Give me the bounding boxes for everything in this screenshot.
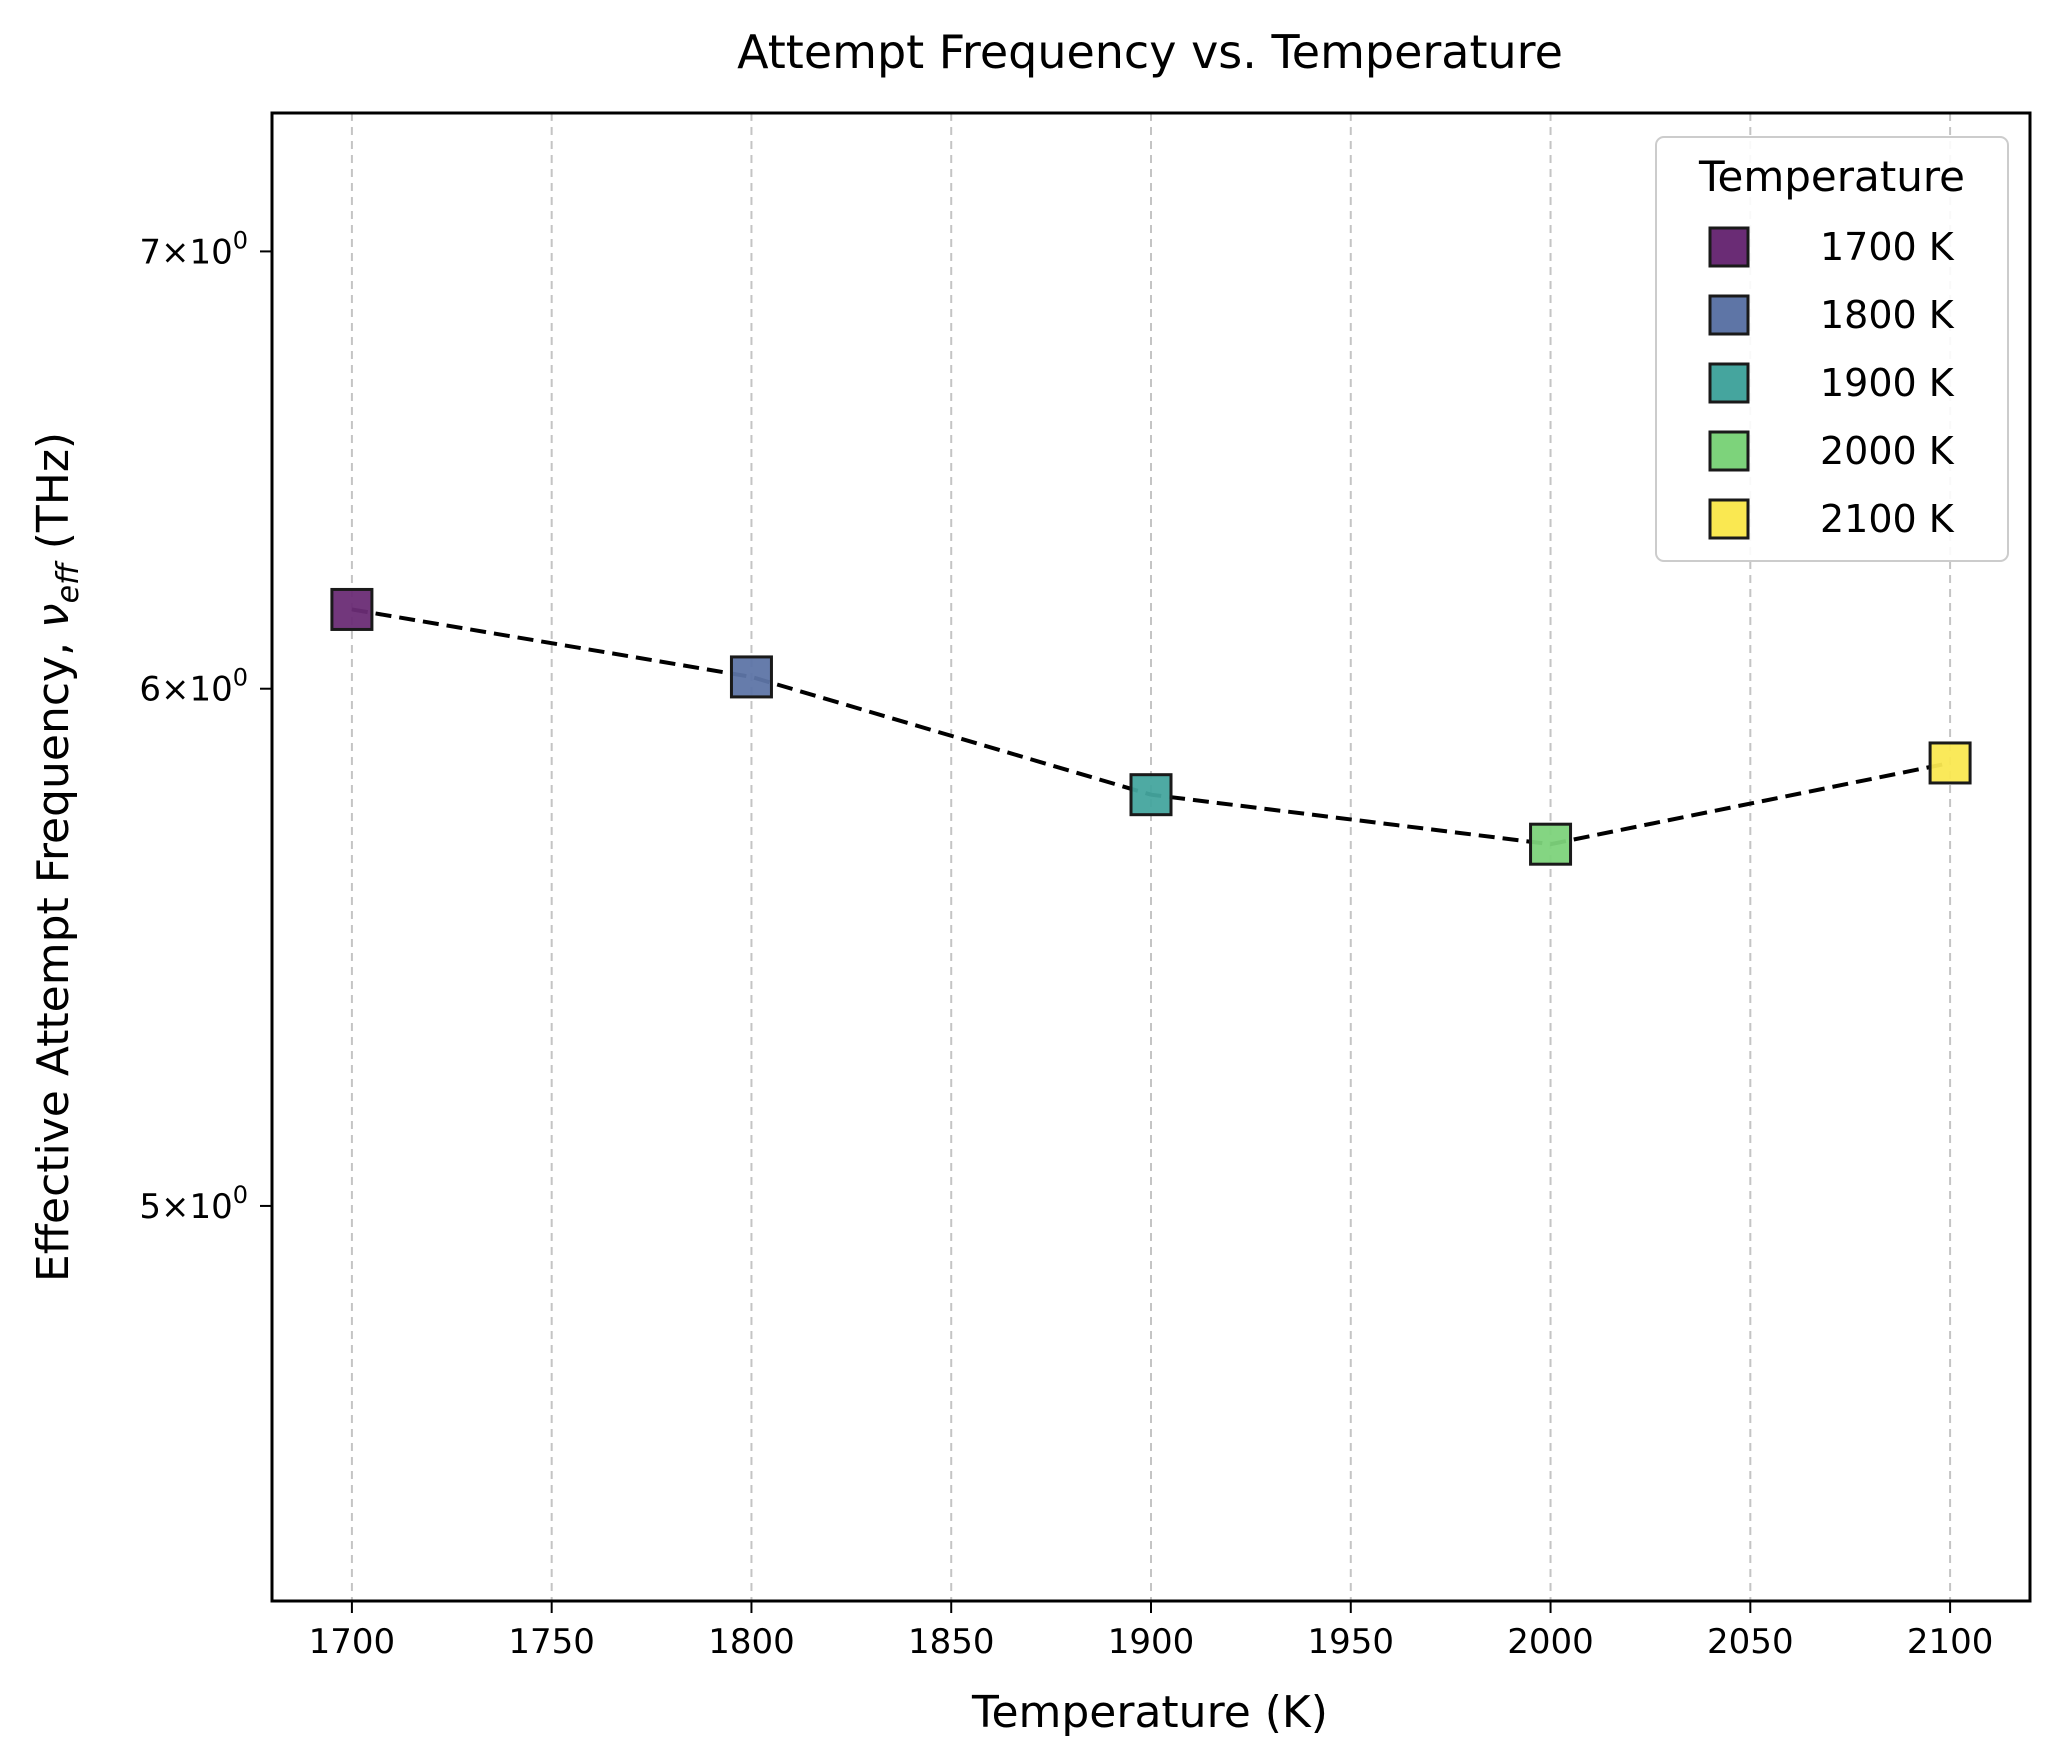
legend-swatch	[1708, 430, 1750, 472]
y-tick-base: 10	[189, 1187, 232, 1227]
x-tick-label: 2000	[1507, 1622, 1594, 1662]
y-tick-exponent: 0	[233, 226, 248, 254]
y-tick-label: 6×100	[139, 664, 248, 710]
x-tick-label: 1850	[908, 1622, 995, 1662]
y-tick-base: 10	[189, 232, 232, 272]
y-tick-exponent: 0	[233, 664, 248, 692]
legend-swatch	[1708, 498, 1750, 540]
y-tick-mantissa: 6	[139, 670, 161, 710]
y-axis-label-nu: ν	[28, 603, 79, 628]
x-axis-label: Temperature (K)	[971, 1687, 1328, 1738]
x-tick-label: 2100	[1907, 1622, 1994, 1662]
y-tick-base: 10	[189, 670, 232, 710]
y-tick-times: ×	[161, 1187, 190, 1227]
x-tick-label: 1750	[508, 1622, 595, 1662]
chart-title: Attempt Frequency vs. Temperature	[737, 25, 1563, 79]
legend-entry-label: 2000 K	[1820, 429, 1955, 473]
y-axis-label-unit: (THz)	[28, 432, 79, 563]
data-point-1800	[729, 655, 773, 699]
grid-lines	[350, 113, 1952, 1601]
y-tick-label: 5×100	[139, 1181, 248, 1227]
legend-entry-label: 1900 K	[1820, 361, 1955, 405]
legend-title: Temperature	[1698, 152, 1965, 201]
x-tick-label: 1900	[1108, 1622, 1195, 1662]
legend-swatch	[1708, 362, 1750, 404]
x-tick-label: 1700	[309, 1622, 396, 1662]
x-tick-label: 1800	[708, 1622, 795, 1662]
series-markers	[330, 587, 1972, 866]
legend-entry-label: 1800 K	[1820, 293, 1955, 337]
legend-swatch	[1708, 294, 1750, 336]
data-point-2000	[1529, 822, 1573, 866]
legend-entry-label: 1700 K	[1820, 225, 1955, 269]
y-tick-label: 7×100	[139, 226, 248, 272]
data-point-1700	[330, 587, 374, 631]
x-axis-ticks: 1700 1750 1800 1850 1900 1950 2000 2050 2100	[309, 1601, 1994, 1662]
data-point-1900	[1129, 773, 1173, 817]
y-axis-label-main: Effective Attempt Frequency,	[28, 628, 79, 1282]
x-tick-label: 2050	[1707, 1622, 1794, 1662]
legend: Temperature 1700 K 1800 K 1900 K 2000 K 2100 …	[1655, 136, 2009, 562]
x-tick-label: 1950	[1308, 1622, 1395, 1662]
legend-swatch	[1708, 226, 1750, 268]
y-tick-mantissa: 7	[139, 232, 161, 272]
y-axis-label: Effective Attempt Frequency, νeff (THz)	[28, 432, 86, 1282]
y-tick-exponent: 0	[233, 1181, 248, 1209]
legend-entry-label: 2100 K	[1820, 497, 1955, 541]
data-point-2100	[1928, 741, 1972, 785]
y-axis-label-subscript: eff	[51, 560, 86, 603]
y-tick-times: ×	[161, 670, 190, 710]
y-tick-mantissa: 5	[139, 1187, 161, 1227]
y-tick-times: ×	[161, 232, 190, 272]
